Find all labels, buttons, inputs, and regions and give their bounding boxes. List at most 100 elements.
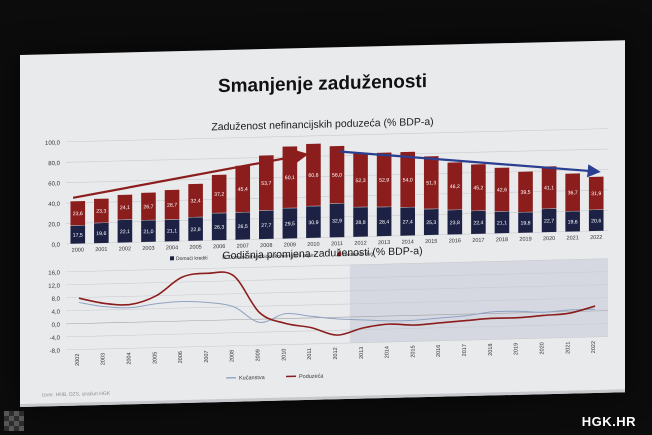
bar-segment	[235, 165, 251, 213]
bar-segment	[235, 211, 251, 213]
bar-data-label: 36,7	[568, 190, 578, 196]
bar-segment	[258, 155, 274, 211]
x-tick-label: 2004	[127, 352, 133, 364]
hgk-logo	[4, 411, 24, 431]
x-tick-label: 2015	[425, 239, 437, 245]
bar-data-label: 54,0	[403, 177, 413, 183]
bar-data-label: 60,1	[285, 175, 295, 181]
bar-data-label: 45,2	[473, 185, 483, 191]
x-tick-label: 2016	[449, 238, 461, 244]
bar-segment	[70, 225, 86, 226]
bar-data-label: 52,3	[356, 178, 366, 184]
bar-segment	[211, 213, 227, 241]
bar-data-label: 19,6	[96, 231, 106, 237]
bar-data-label: 23,3	[96, 209, 106, 215]
bar-data-label: 46,2	[450, 184, 460, 190]
bar-data-label: 32,4	[191, 198, 201, 204]
x-tick-label: 2010	[307, 242, 319, 248]
bar-data-label: 22,7	[544, 218, 554, 224]
bar-segment	[235, 212, 251, 240]
x-tick-label: 2007	[237, 243, 249, 249]
bar-data-label: 52,9	[379, 178, 389, 184]
bar-segment	[494, 167, 510, 212]
gridline	[66, 128, 608, 143]
x-tick-label: 2016	[436, 345, 442, 357]
x-tick-label: 2002	[75, 354, 81, 366]
bar-data-label: 28,8	[356, 220, 366, 226]
bar-data-label: 28,4	[379, 219, 389, 225]
x-tick-label: 2001	[95, 247, 107, 253]
bar-data-label: 26,7	[143, 204, 153, 210]
bar-data-label: 20,6	[591, 218, 601, 224]
bar-data-label: 37,2	[214, 192, 224, 198]
x-tick-label: 2002	[119, 246, 131, 252]
bar-segment	[541, 208, 557, 210]
bar-segment	[94, 222, 109, 244]
bar-segment	[447, 209, 463, 235]
x-tick-label: 2009	[284, 242, 296, 248]
bar-data-label: 30,9	[308, 220, 318, 226]
bar-data-label: 19,6	[568, 219, 578, 225]
y-tick-label: 80,0	[48, 161, 60, 167]
x-tick-label: 2013	[359, 347, 365, 359]
y-tick-label: 100,0	[45, 141, 61, 147]
bar-segment	[329, 145, 345, 204]
bar-data-label: 23,8	[450, 220, 460, 226]
gridline	[66, 271, 608, 286]
bar-segment	[400, 151, 416, 208]
x-tick-label: 2019	[519, 236, 531, 242]
bar-segment	[282, 207, 298, 209]
bar-segment	[376, 152, 392, 207]
y-tick-label: 16,0	[48, 271, 60, 277]
series-line	[78, 271, 596, 336]
gridline	[66, 336, 608, 351]
bar-segment	[565, 210, 580, 212]
bar-data-label: 26,5	[238, 224, 248, 230]
bar-segment	[400, 206, 416, 208]
legend-swatch	[170, 256, 174, 261]
bar-data-label: 21,1	[497, 220, 507, 226]
brand-url: HGK.HR	[581, 414, 636, 429]
bar-segment	[141, 220, 156, 243]
bar-segment	[306, 205, 321, 207]
x-tick-label: 2011	[331, 241, 343, 247]
bar-segment	[258, 210, 274, 240]
x-tick-label: 2003	[142, 246, 154, 252]
x-tick-label: 2011	[307, 348, 313, 360]
y-tick-label: 4,0	[52, 310, 61, 316]
bar-segment	[329, 203, 345, 204]
legend-label: Domaće obveznice i komercijalni papiri	[228, 253, 314, 261]
x-tick-label: 2006	[178, 351, 184, 363]
gridline	[66, 310, 608, 325]
legend-swatch	[337, 252, 342, 257]
bar-segment	[376, 206, 392, 208]
bar-segment	[541, 166, 557, 209]
y-tick-label: 40,0	[48, 202, 60, 208]
y-tick-label: 20,0	[48, 222, 60, 228]
y-tick-label: 0,0	[52, 323, 61, 329]
bar-data-label: 28,7	[167, 202, 177, 208]
bar-segment	[518, 212, 533, 233]
x-tick-label: 2007	[204, 350, 210, 362]
x-tick-label: 2012	[333, 347, 339, 359]
bar-segment	[471, 164, 486, 211]
bar-segment	[423, 208, 439, 210]
bar-data-label: 51,3	[426, 180, 436, 186]
x-tick-label: 2004	[166, 245, 178, 251]
bar-segment	[400, 207, 416, 236]
gridline	[66, 323, 608, 338]
gridline	[66, 258, 608, 273]
x-tick-label: 2014	[402, 239, 414, 245]
x-tick-label: 2014	[385, 346, 391, 358]
bar-data-label: 45,4	[238, 187, 248, 193]
x-tick-label: 2022	[590, 235, 602, 241]
bar-segment	[117, 194, 133, 220]
legend-label: Inozemni dug	[343, 251, 373, 258]
bar-segment	[376, 206, 392, 237]
x-tick-label: 2020	[539, 342, 545, 354]
bar-segment	[518, 211, 533, 213]
bar-data-label: 19,8	[520, 220, 530, 226]
bar-segment	[471, 210, 486, 234]
bar-segment	[70, 200, 86, 226]
bar-segment	[211, 212, 227, 214]
